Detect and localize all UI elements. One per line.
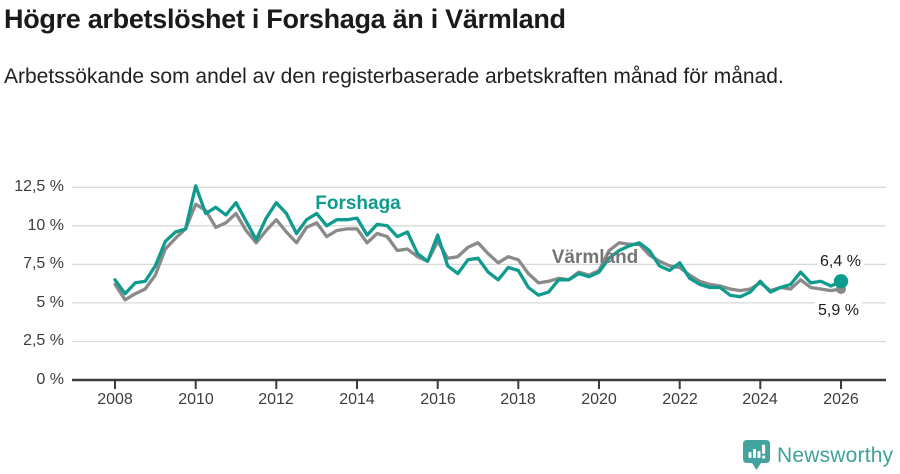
brand-footer: Newsworthy (743, 440, 893, 471)
newsworthy-logo-icon (743, 440, 770, 470)
x-axis-tick-label: 2024 (742, 391, 778, 408)
series-label-varmland: Värmland (551, 247, 639, 268)
x-axis-tick-label: 2012 (258, 391, 294, 408)
series-label-forshaga: Forshaga (315, 193, 401, 214)
x-axis-tick-label: 2016 (420, 391, 456, 408)
y-axis-tick-label: 7,5 % (23, 255, 64, 272)
x-axis-tick-label: 2010 (178, 391, 214, 408)
chart-title: Högre arbetslöshet i Forshaga än i Värml… (4, 4, 566, 34)
x-axis-tick-label: 2022 (662, 391, 698, 408)
y-axis-tick-label: 5 % (36, 294, 64, 311)
chart-subtitle: Arbetssökande som andel av den registerb… (4, 65, 784, 88)
x-axis-tick-label: 2014 (339, 391, 375, 408)
x-axis-tick-label: 2026 (823, 391, 859, 408)
y-axis-tick-label: 12,5 % (14, 178, 64, 195)
x-axis-tick-label: 2018 (500, 391, 536, 408)
x-axis-tick-label: 2008 (97, 391, 133, 408)
y-axis-tick-label: 10 % (27, 217, 64, 234)
end-value-label-varmland: 5,9 % (815, 301, 862, 320)
forshaga-line (113, 184, 843, 299)
brand-name: Newsworthy (777, 443, 894, 467)
forshaga-end-dot (833, 274, 849, 289)
y-axis-tick-label: 0 % (36, 371, 64, 388)
y-axis-tick-label: 2,5 % (23, 332, 64, 349)
varmland-line (113, 202, 843, 302)
end-value-label-forshaga: 6,4 % (817, 252, 864, 271)
x-axis-tick-label: 2020 (581, 391, 617, 408)
